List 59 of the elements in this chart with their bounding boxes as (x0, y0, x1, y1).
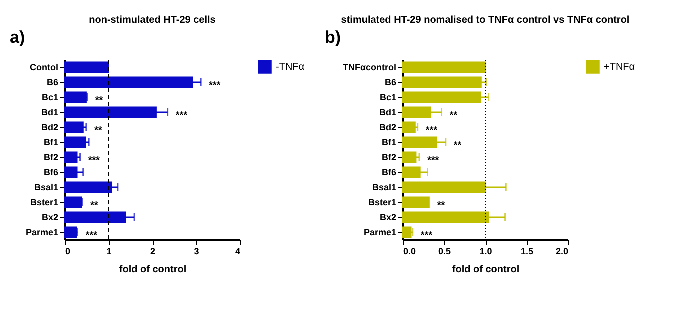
y-tick-label: Bf1 (382, 138, 396, 148)
x-axis-title: fold of control (119, 264, 187, 276)
y-tick-label: B6 (46, 78, 58, 88)
x-tick-label: 0 (66, 246, 71, 256)
y-tick-label: Bf2 (382, 152, 396, 162)
legend-label: +TNFα (604, 62, 636, 73)
x-axis-title: fold of control (452, 264, 520, 276)
y-tick-label: Bsal1 (372, 182, 396, 192)
y-tick-label: Bd2 (41, 122, 58, 132)
annotation: ** (450, 110, 458, 122)
annotation: ** (94, 126, 102, 136)
x-tick-label: 1.5 (520, 246, 534, 256)
y-tick-label: Bster1 (30, 198, 58, 208)
chart-title: stimulated HT-29 nomalised to TNFα control vs TNFα control (341, 15, 630, 26)
annotation: *** (420, 230, 433, 242)
legend-label: -TNFα (276, 62, 305, 73)
x-tick-label: 2 (150, 246, 156, 256)
y-tick-label: Bster1 (368, 198, 396, 208)
annotation: *** (426, 126, 438, 136)
y-tick-label: Bd2 (379, 122, 396, 132)
bar (64, 62, 110, 74)
y-tick-label: Bx2 (42, 212, 58, 222)
annotation: ** (437, 200, 446, 212)
y-tick-label: Bd1 (41, 108, 58, 118)
y-tick-label: Parme1 (364, 228, 396, 238)
annotation: *** (176, 110, 188, 122)
y-tick-label: Bsal1 (34, 182, 58, 192)
text: a) (10, 28, 26, 47)
y-tick-label: Bc1 (380, 92, 396, 102)
annotation: *** (428, 156, 440, 166)
bar (64, 226, 78, 238)
x-tick-label: 2.0 (556, 246, 568, 256)
bar (64, 196, 82, 208)
y-tick-label: Parme1 (26, 228, 58, 238)
text: b) (325, 28, 342, 47)
y-tick-label: TNFαcontrol (342, 62, 396, 72)
y-tick-label: Bf6 (382, 168, 396, 178)
chart-title: non-stimulated HT-29 cells (89, 15, 216, 26)
annotation: *** (209, 80, 221, 92)
x-tick-label: 0.5 (438, 246, 452, 256)
y-tick-label: Bf1 (44, 138, 58, 148)
annotation: *** (88, 156, 100, 166)
bar (64, 92, 87, 104)
annotation: ** (95, 96, 104, 106)
y-tick-label: B6 (384, 78, 396, 88)
x-tick-label: 4 (235, 246, 240, 256)
y-tick-label: Bx2 (380, 212, 396, 222)
x-tick-label: 1.0 (480, 246, 492, 256)
y-tick-label: Bf6 (44, 168, 58, 178)
y-tick-label: Contol (30, 62, 58, 72)
annotation: ** (454, 140, 462, 152)
annotation: *** (86, 230, 98, 242)
x-tick-label: 3 (194, 246, 200, 256)
y-tick-label: Bf2 (44, 152, 58, 162)
y-tick-label: Bd1 (379, 108, 396, 118)
x-tick-label: 0.0 (404, 246, 416, 256)
x-tick-label: 1 (106, 246, 112, 256)
y-tick-label: Bc1 (42, 92, 58, 102)
annotation: ** (90, 200, 98, 212)
